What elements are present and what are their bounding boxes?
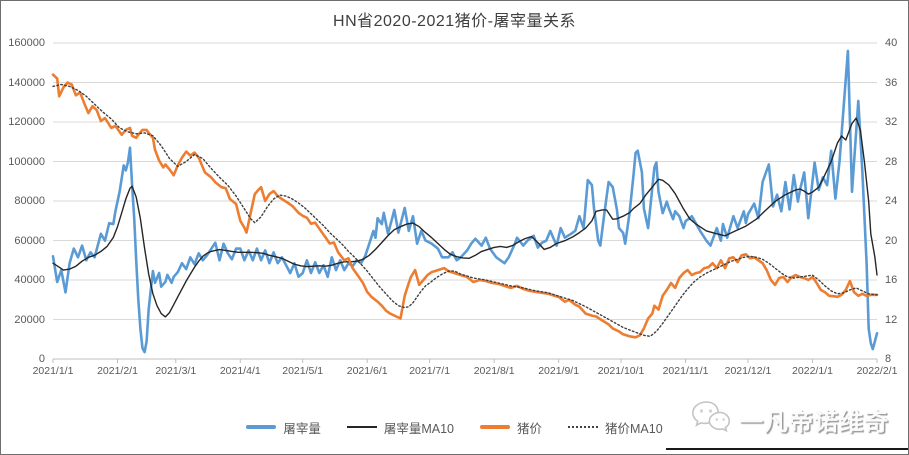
x-tick-label: 2021/6/1 [346,365,388,377]
series-price-ma10-line [52,83,878,337]
y-right-tick-label: 36 [885,76,898,89]
x-tick-label: 2022/1/1 [792,365,833,377]
watermark-underline [666,448,908,450]
chart-title: HN省2020-2021猪价-屠宰量关系 [333,13,576,30]
legend-item-price: 猪价 [480,418,542,437]
y-left-tick-label: 120000 [8,116,45,128]
legend-item-slaughter-ma10: 屠宰量MA10 [346,418,454,437]
y-left-tick-label: 140000 [8,76,45,89]
x-tick-label: 2021/2/1 [97,365,138,377]
y-right-tick-label: 24 [885,195,898,207]
y-left-tick-label: 40000 [14,274,45,286]
y-left-tick-label: 60000 [14,234,45,247]
legend-swatch-slaughter-ma10 [346,426,377,428]
x-tick-label: 2021/5/1 [282,365,324,377]
legend-swatch-slaughter [246,425,277,429]
y-left-tick-label: 20000 [14,313,45,326]
x-tick-label: 2022/2/1 [856,365,898,377]
x-tick-label: 2021/9/1 [538,365,580,377]
x-tick-label: 2021/10/1 [597,365,645,377]
wechat-icon [691,400,731,439]
legend-swatch-price-ma10 [568,426,599,428]
x-tick-label: 2021/1/1 [32,365,74,377]
x-tick-label: 2021/8/1 [473,365,515,377]
y-left-tick-label: 160000 [8,37,45,49]
y-right-tick-label: 16 [885,274,898,286]
watermark-text: 一凡帝诺维奇 [739,409,889,436]
y-right-tick-label: 28 [885,155,898,168]
legend: 屠宰量 屠宰量MA10 猪价 猪价MA10 [1,414,908,440]
x-tick-label: 2021/7/1 [409,365,451,377]
y-left-tick-label: 80000 [14,195,45,207]
legend-item-slaughter: 屠宰量 [246,418,321,437]
legend-label: 屠宰量 [283,421,321,436]
series-slaughter-ma10-line [52,117,878,318]
y-right-tick-label: 40 [885,37,898,49]
legend-item-price-ma10: 猪价MA10 [568,418,663,437]
y-right-tick-label: 32 [885,116,898,128]
y-left-tick-label: 0 [38,353,45,365]
x-tick-label: 2021/11/1 [662,365,709,377]
legend-label: 屠宰量MA10 [383,421,454,436]
x-tick-label: 2021/12/1 [724,365,772,377]
watermark: 一凡帝诺维奇 [691,400,889,439]
legend-label: 猪价 [517,421,543,436]
y-right-tick-label: 12 [885,313,898,326]
y-left-tick-label: 100000 [8,155,45,168]
y-right-tick-label: 20 [885,234,898,247]
legend-swatch-price [480,425,510,429]
x-tick-label: 2021/4/1 [219,365,261,377]
y-right-tick-label: 8 [885,353,892,365]
legend-label: 猪价MA10 [605,421,663,436]
x-tick-label: 2021/3/1 [155,365,197,377]
